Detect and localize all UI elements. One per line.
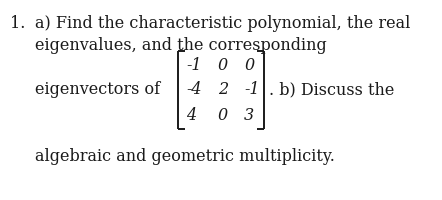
Text: eigenvectors of: eigenvectors of [35,81,160,98]
Text: eigenvalues, and the corresponding: eigenvalues, and the corresponding [35,37,327,54]
Text: a) Find the characteristic polynomial, the real: a) Find the characteristic polynomial, t… [35,15,410,32]
Text: algebraic and geometric multiplicity.: algebraic and geometric multiplicity. [35,148,335,165]
Text: -1: -1 [244,81,259,98]
Text: -4: -4 [186,81,202,98]
Text: 0: 0 [218,106,228,123]
Text: 3: 3 [244,106,254,123]
Text: 0: 0 [244,56,254,73]
Text: 1.: 1. [10,15,25,32]
Text: 4: 4 [186,106,196,123]
Text: -1: -1 [186,56,202,73]
Text: . b) Discuss the: . b) Discuss the [269,81,394,98]
Text: 0: 0 [218,56,228,73]
Text: 2: 2 [218,81,228,98]
